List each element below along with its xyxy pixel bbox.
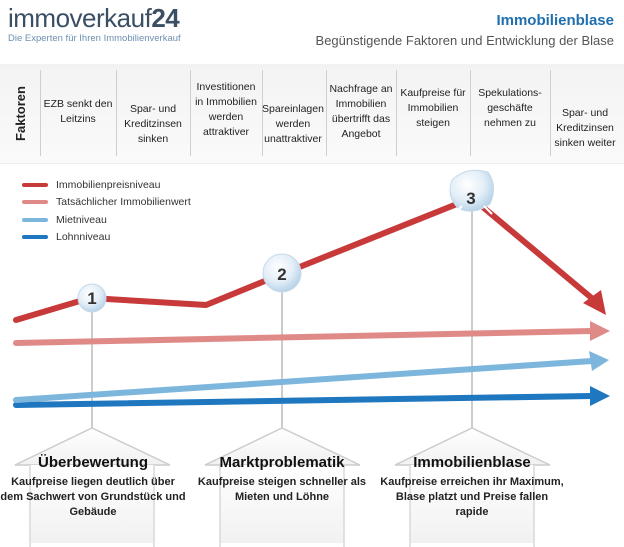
- legend-item: Lohnniveau: [22, 229, 191, 247]
- legend-swatch: [22, 217, 48, 222]
- stage-title: Immobilienblase: [413, 454, 531, 471]
- marker-1: 1: [77, 283, 107, 313]
- legend-label: Tatsächlicher Immobilienwert: [56, 196, 191, 209]
- logo-word: immoverkauf24: [8, 3, 180, 33]
- stage-description: Kaufpreise erreichen ihr Maximum, Blase …: [380, 476, 564, 518]
- title-block: Immobilienblase Begünstigende Faktoren u…: [316, 12, 614, 48]
- legend: Immobilienpreisniveau Tatsächlicher Immo…: [22, 176, 191, 246]
- arrowhead-lohnniveau: [590, 386, 610, 406]
- marker-label: 1: [87, 289, 96, 308]
- series-immobilienwert: [13, 328, 595, 346]
- legend-swatch: [22, 200, 48, 205]
- legend-item: Tatsächlicher Immobilienwert: [22, 194, 191, 212]
- arrowhead-mietniveau: [589, 351, 609, 371]
- house-outline-1: [14, 427, 171, 547]
- factor-divider: [550, 70, 551, 156]
- factors-band: [0, 64, 624, 164]
- stage-title: Marktproblematik: [219, 454, 345, 471]
- factor-2: Spar- und Kreditzinsen sinken: [124, 102, 182, 145]
- factor-6: Kaufpreise für Immobilien steigen: [400, 86, 466, 129]
- factor-3: Investitionen in Immobilien werden attra…: [195, 81, 257, 138]
- factor-1: EZB senkt den Leitzins: [43, 98, 113, 125]
- logo-tagline: Die Experten für Ihren Immobilienverkauf: [8, 33, 181, 44]
- stage-box-1: Überbewertung Kaufpreise liegen deutlich…: [0, 454, 186, 520]
- series-mietniveau: [13, 358, 595, 403]
- legend-label: Immobilienpreisniveau: [56, 178, 161, 191]
- page-title: Immobilienblase: [496, 12, 614, 29]
- marker-2: 2: [262, 253, 302, 293]
- logo: immoverkauf24 Die Experten für Ihren Imm…: [8, 4, 181, 44]
- legend-label: Lohnniveau: [56, 231, 111, 244]
- house-outline-3: [394, 427, 551, 547]
- factor-8: Spar- und Kreditzinsen sinken weiter: [554, 106, 616, 149]
- legend-swatch: [22, 235, 48, 240]
- burst-line: [483, 205, 493, 215]
- factor-divider: [190, 70, 191, 156]
- factor-5: Nachfrage an Immobilien übertrifft das A…: [329, 83, 393, 140]
- legend-item: Mietniveau: [22, 211, 191, 229]
- factor-divider: [40, 70, 41, 156]
- series-lohnniveau: [13, 393, 595, 408]
- factor-divider: [470, 70, 471, 156]
- factor-divider: [262, 70, 263, 156]
- house-outline-2: [204, 427, 361, 547]
- factor-divider: [396, 70, 397, 156]
- legend-label: Mietniveau: [56, 213, 107, 226]
- marker-3: 3: [449, 169, 494, 217]
- factor-4: Spareinlagen werden unattraktiver: [262, 102, 324, 145]
- marker-label: 2: [277, 265, 286, 284]
- factor-divider: [326, 70, 327, 156]
- arrowhead-immobilienpreisniveau: [583, 290, 606, 315]
- factor-7: Spekulations-geschäfte nehmen zu: [478, 86, 542, 129]
- stage-description: Kaufpreise liegen deutlich über dem Sach…: [0, 476, 186, 518]
- arrowhead-immobilienwert: [590, 321, 610, 341]
- factor-divider: [116, 70, 117, 156]
- burst-line: [451, 205, 463, 217]
- page-subtitle: Begünstigende Faktoren und Entwicklung d…: [315, 33, 614, 48]
- marker-label: 3: [466, 189, 475, 208]
- stage-box-2: Marktproblematik Kaufpreise steigen schn…: [189, 454, 375, 505]
- legend-swatch: [22, 182, 48, 187]
- legend-item: Immobilienpreisniveau: [22, 176, 191, 194]
- stage-description: Kaufpreise steigen schneller als Mieten …: [197, 476, 367, 503]
- stage-title: Überbewertung: [37, 454, 148, 471]
- stage-box-3: Immobilienblase Kaufpreise erreichen ihr…: [379, 454, 565, 520]
- series-immobilienpreisniveau: [13, 195, 597, 323]
